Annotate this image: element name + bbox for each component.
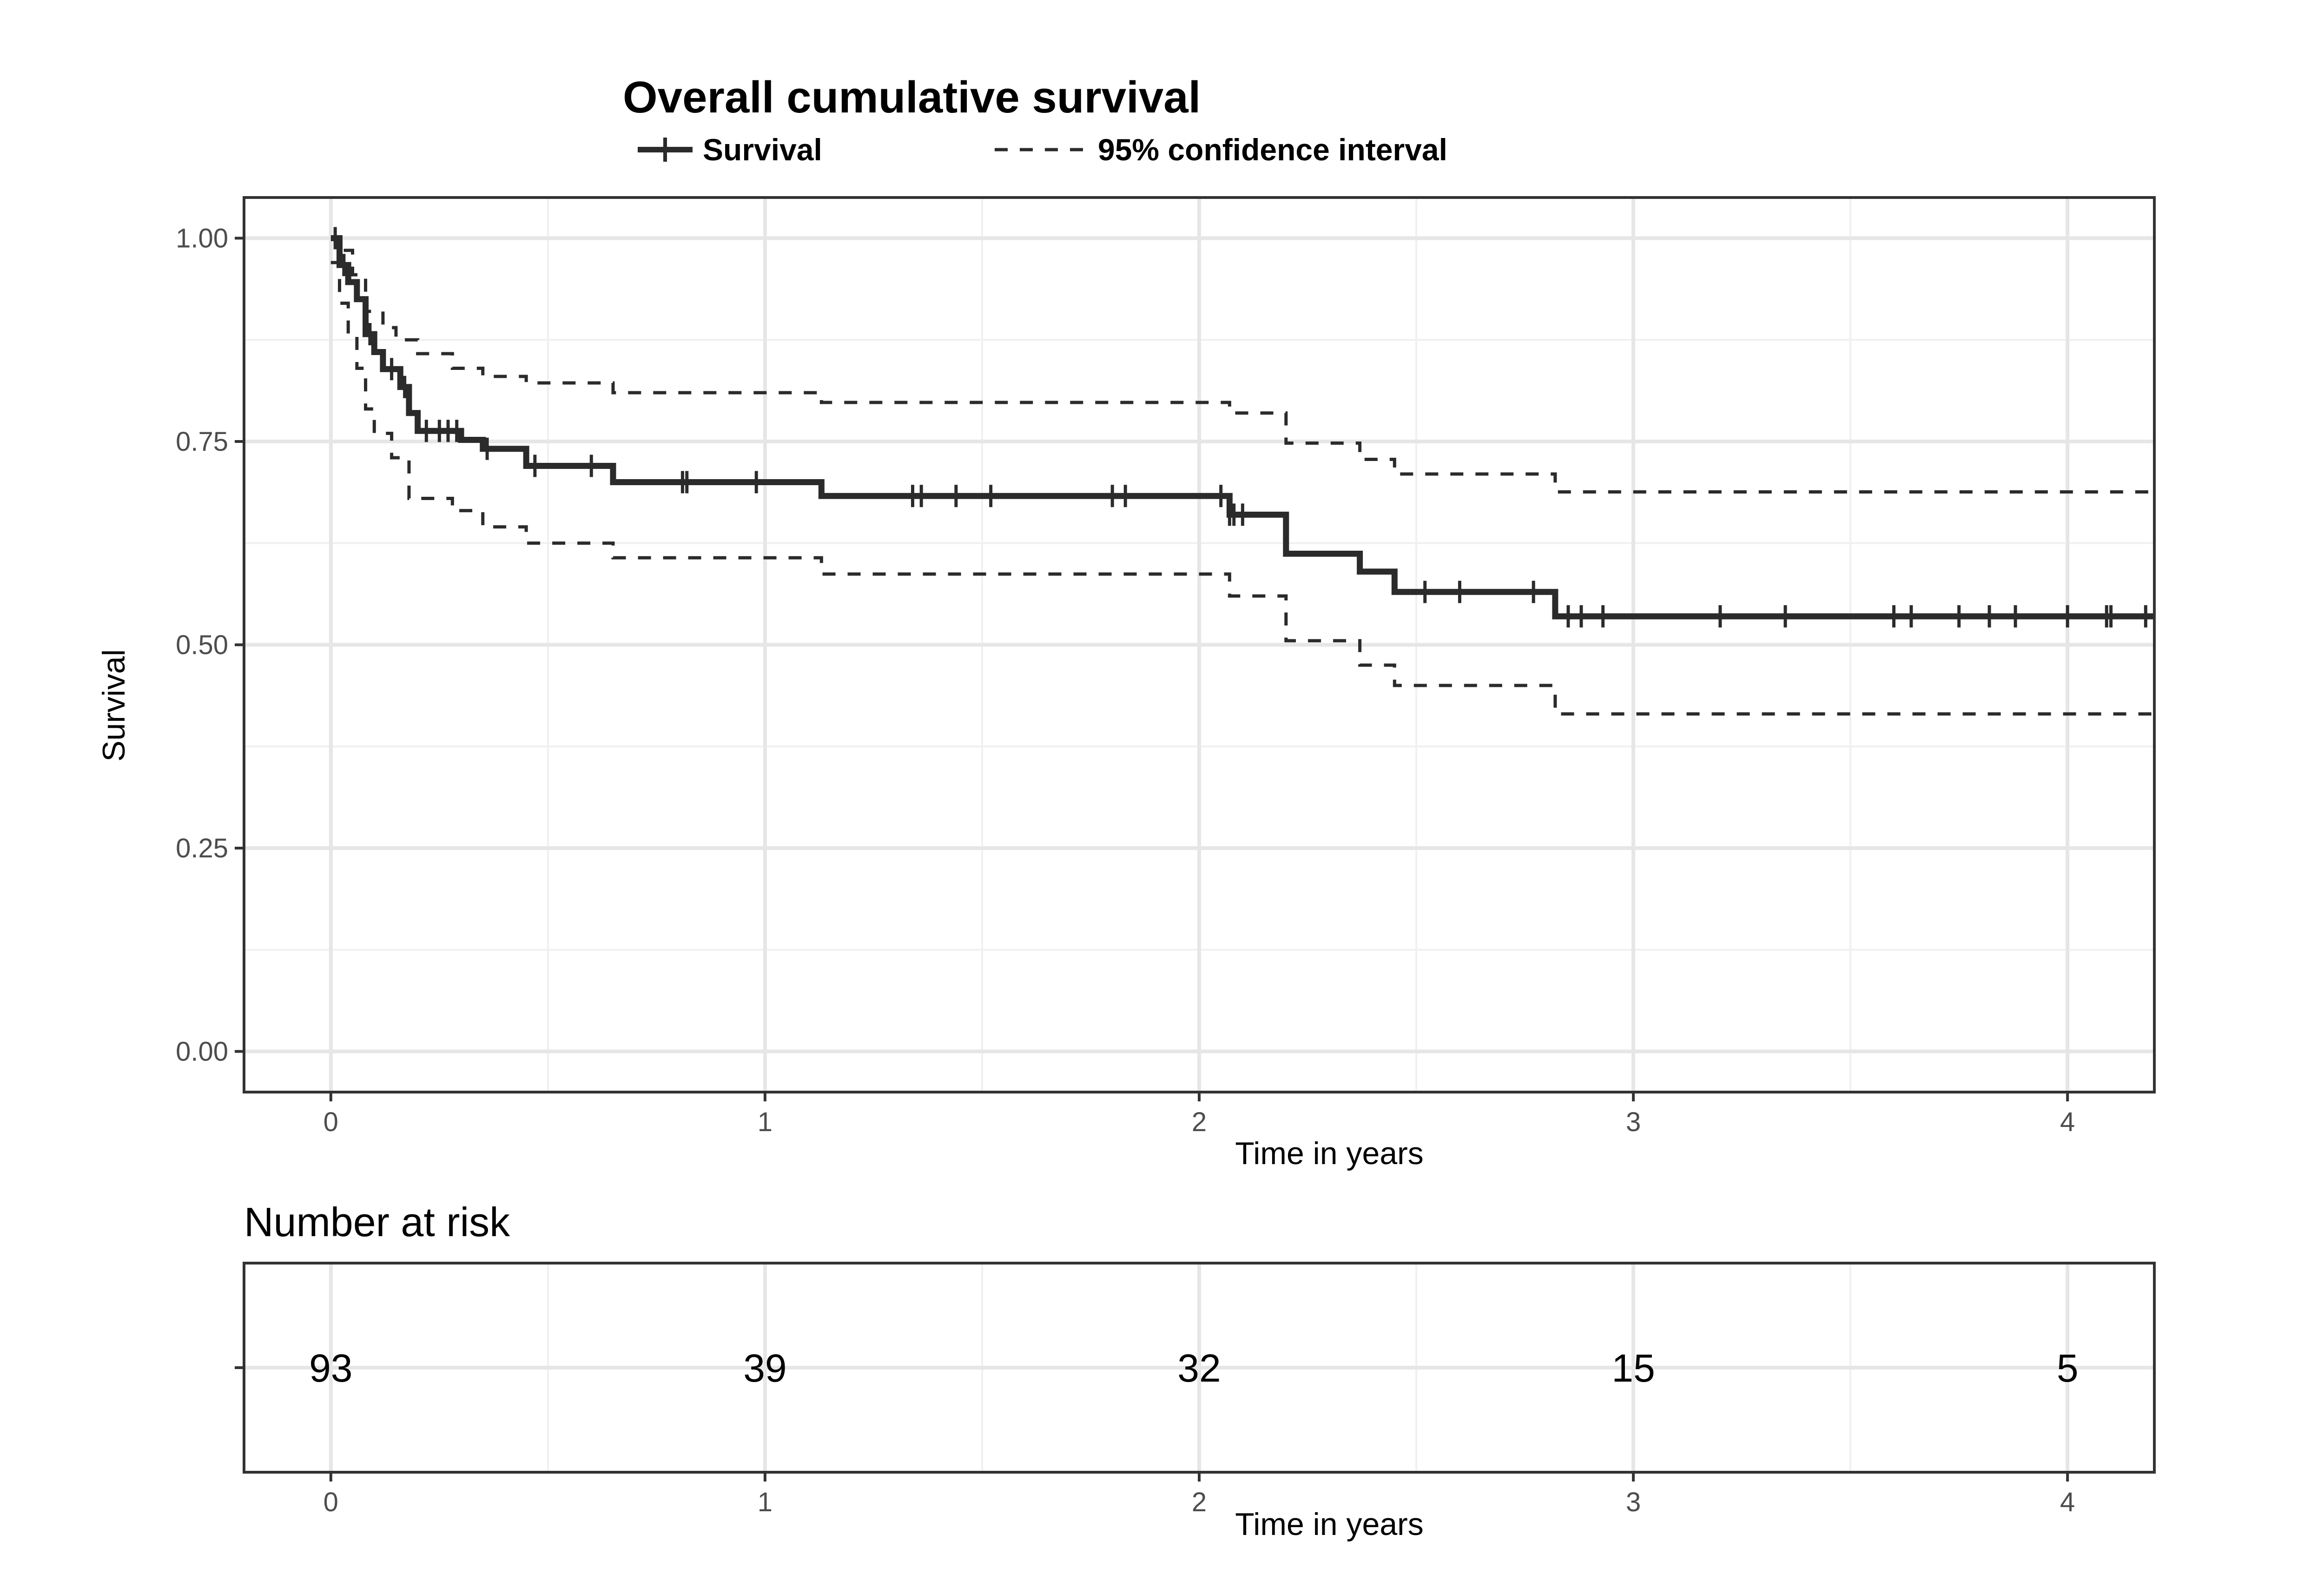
risk-x-tick-label: 4	[2060, 1487, 2075, 1517]
survival-curve-group	[330, 235, 2154, 619]
x-axis-label: Time in years	[1235, 1136, 1424, 1171]
risk-table-title: Number at risk	[244, 1199, 510, 1245]
legend-ci-label: 95% confidence interval	[1098, 132, 1447, 167]
risk-x-tick-label: 3	[1626, 1487, 1641, 1517]
risk-count: 32	[1177, 1346, 1221, 1390]
y-tick-label: 0.00	[176, 1037, 228, 1067]
y-tick-label: 0.75	[176, 427, 228, 457]
ci-lower-line	[330, 261, 2154, 716]
risk-x-axis-label: Time in years	[1235, 1507, 1424, 1542]
y-axis-ticks: 0.00 0.25 0.50 0.75 1.00	[176, 224, 244, 1067]
censor-marks	[333, 227, 2147, 628]
risk-x-tick-label: 0	[324, 1487, 338, 1517]
risk-x-axis-ticks: 0 1 2 3 4	[324, 1472, 2075, 1517]
risk-count: 15	[1611, 1346, 1655, 1390]
chart-title: Overall cumulative survival	[623, 72, 1201, 122]
risk-count: 39	[743, 1346, 786, 1390]
x-axis-ticks: 0 1 2 3 4	[324, 1092, 2075, 1137]
risk-table-values: 93 39 32 15 5	[309, 1346, 2078, 1390]
x-tick-label: 3	[1626, 1107, 1641, 1137]
survival-plot-panel: 0.00 0.25 0.50 0.75 1.00 0 1 2 3 4	[176, 196, 2156, 1137]
risk-x-tick-label: 2	[1192, 1487, 1207, 1517]
survival-gridlines	[244, 198, 2154, 1092]
ci-upper-line	[330, 237, 2154, 494]
confidence-interval-lines	[330, 237, 2154, 716]
risk-table-gridlines	[244, 1263, 2154, 1472]
risk-count: 5	[2057, 1346, 2079, 1390]
survival-curve	[330, 235, 2154, 619]
x-tick-label: 2	[1192, 1107, 1207, 1137]
y-tick-label: 0.25	[176, 833, 228, 863]
risk-table-panel: 93 39 32 15 5 0 1 2 3 4	[235, 1262, 2156, 1517]
legend-ci-key: 95% confidence interval	[995, 132, 1447, 167]
risk-count: 93	[309, 1346, 352, 1390]
risk-x-tick-label: 1	[758, 1487, 772, 1517]
x-tick-label: 4	[2060, 1107, 2075, 1137]
x-tick-label: 1	[758, 1107, 772, 1137]
y-axis-label: Survival	[96, 649, 132, 762]
y-tick-label: 0.50	[176, 630, 228, 660]
x-tick-label: 0	[324, 1107, 338, 1137]
legend: Survival 95% confidence interval	[638, 132, 1447, 167]
legend-survival-key: Survival	[638, 132, 822, 167]
legend-survival-label: Survival	[703, 132, 822, 167]
y-tick-label: 1.00	[176, 224, 228, 254]
